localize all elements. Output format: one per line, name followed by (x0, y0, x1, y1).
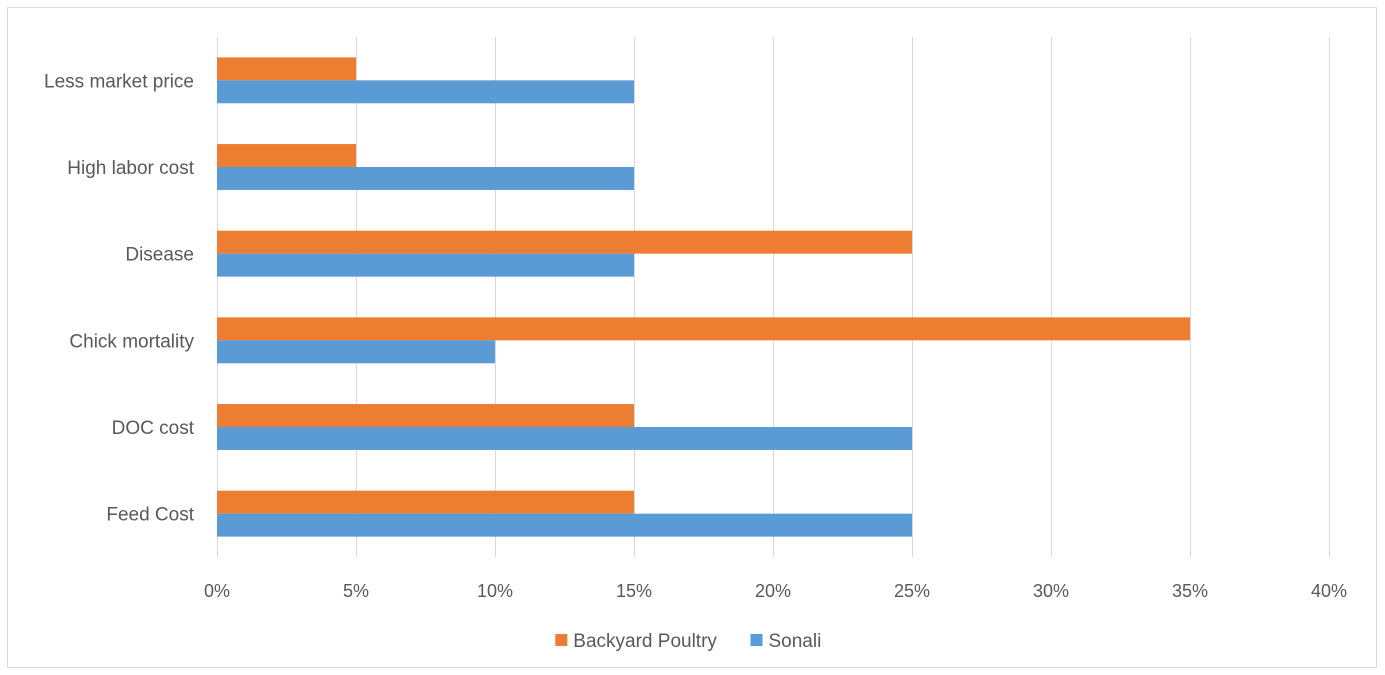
category-label: Disease (125, 245, 194, 266)
bar-sonali-disease (217, 253, 634, 277)
category-labels: Less market price High labor cost Disease C… (44, 71, 195, 525)
legend-swatch-sonali (750, 634, 763, 646)
bar-sonali-less-market-price (217, 80, 634, 104)
bar-sonali-high-labor-cost (217, 167, 634, 190)
x-tick-label: 10% (477, 581, 513, 601)
x-tick-label: 0% (204, 581, 230, 601)
category-label: Chick mortality (69, 331, 194, 352)
category-label: Feed Cost (106, 505, 194, 526)
bar-sonali-chick-mortality (217, 340, 495, 364)
bar-backyard-poultry-less-market-price (217, 57, 356, 81)
bar-backyard-poultry-chick-mortality (217, 317, 1190, 341)
x-tick-label: 40% (1311, 581, 1347, 601)
bar-sonali-doc-cost (217, 427, 912, 450)
category-label: Less market price (44, 71, 194, 92)
bar-sonali-feed-cost (217, 513, 912, 537)
legend: Backyard Poultry Sonali (555, 631, 821, 652)
x-tick-labels: 0% 5% 10% 15% 20% 25% 30% 35% 40% (204, 581, 1347, 601)
bar-backyard-poultry-disease (217, 230, 912, 254)
x-tick-label: 5% (343, 581, 369, 601)
legend-swatch-backyard-poultry (555, 634, 568, 646)
category-label: DOC cost (112, 418, 195, 439)
x-tick-label: 35% (1172, 581, 1208, 601)
bar-backyard-poultry-doc-cost (217, 404, 634, 427)
x-tick-label: 20% (755, 581, 791, 601)
x-tick-label: 25% (894, 581, 930, 601)
x-tick-label: 15% (616, 581, 652, 601)
bars (217, 57, 1190, 537)
legend-label-backyard-poultry: Backyard Poultry (573, 631, 717, 652)
bar-backyard-poultry-feed-cost (217, 490, 634, 514)
bar-backyard-poultry-high-labor-cost (217, 144, 356, 167)
gridlines (217, 37, 1330, 557)
category-label: High labor cost (67, 158, 194, 179)
legend-label-sonali: Sonali (769, 631, 822, 652)
x-tick-label: 30% (1033, 581, 1069, 601)
